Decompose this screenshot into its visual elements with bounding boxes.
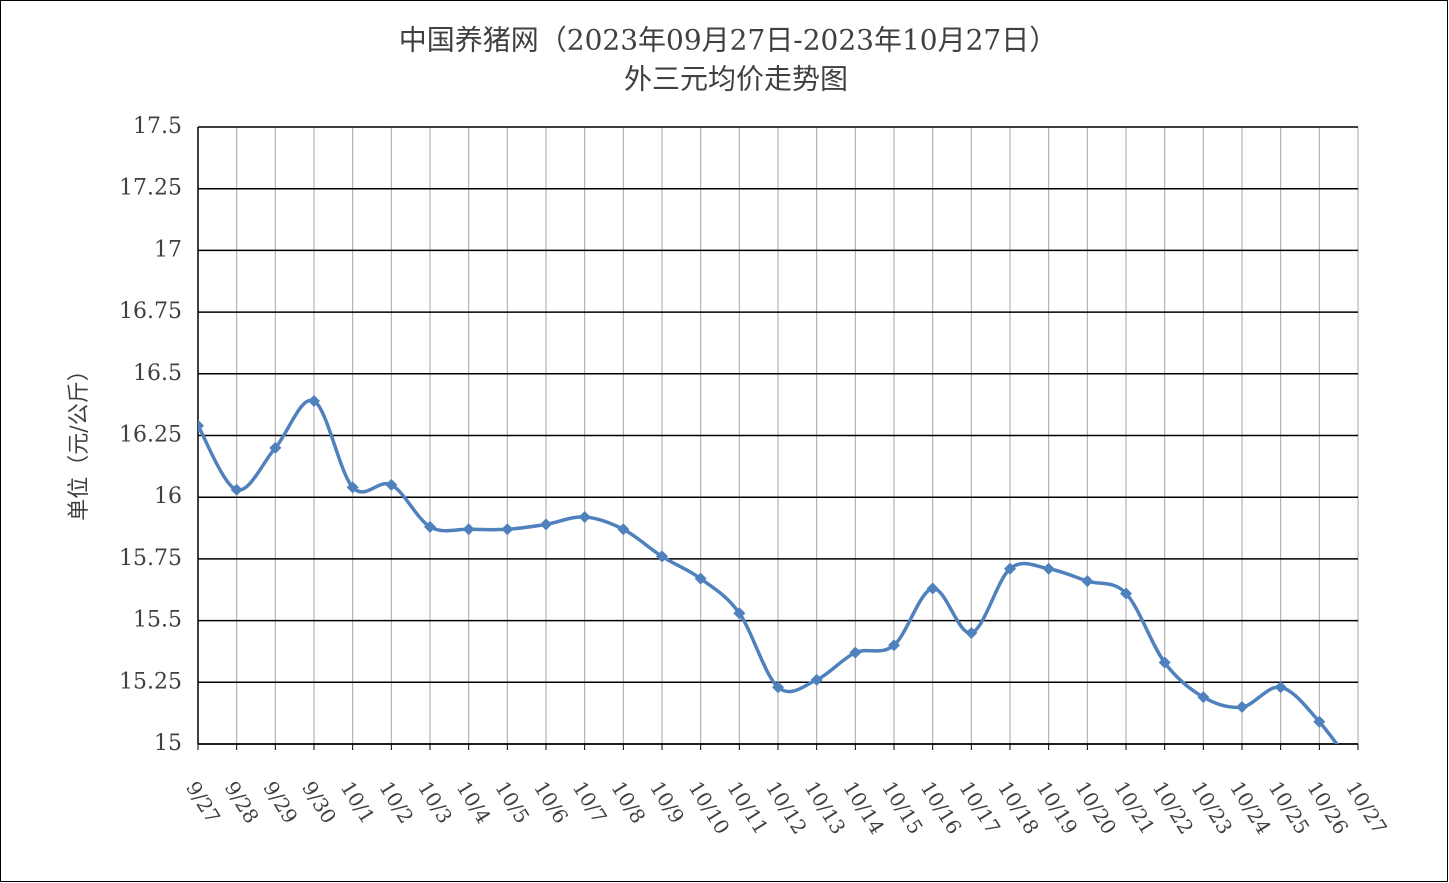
marks: [198, 394, 1339, 744]
chart-subtitle: 外三元均价走势图: [624, 63, 848, 96]
point-marker: [772, 681, 784, 694]
point-marker: [810, 673, 823, 686]
y-axis-label: 单位（元/公斤）: [67, 359, 92, 520]
point-marker: [1004, 562, 1016, 575]
point-marker: [501, 523, 514, 536]
point-marker: [926, 582, 939, 595]
point-marker: [230, 483, 243, 496]
point-marker: [694, 572, 707, 585]
point-marker: [1236, 700, 1248, 713]
y-tick-label: 16.75: [119, 299, 182, 324]
point-marker: [888, 639, 900, 652]
point-marker: [308, 394, 320, 407]
point-marker: [617, 523, 630, 536]
y-tick-label: 15: [154, 731, 182, 756]
point-marker: [424, 520, 436, 533]
point-marker: [198, 419, 204, 432]
point-marker: [1197, 691, 1210, 704]
y-tick-label: 17: [154, 237, 182, 262]
point-marker: [1042, 562, 1055, 575]
point-marker: [540, 518, 552, 531]
y-tick-label: 17.25: [119, 176, 182, 201]
point-marker: [385, 478, 398, 491]
y-tick-label: 16: [154, 484, 182, 509]
chart-title: 中国养猪网（2023年09月27日-2023年10月27日）: [399, 24, 1058, 57]
y-tick-label: 16.5: [133, 361, 182, 386]
point-marker: [462, 523, 475, 536]
point-marker: [346, 481, 359, 494]
point-marker: [656, 550, 668, 563]
point-marker: [269, 441, 282, 454]
point-marker: [965, 626, 978, 639]
y-tick-label: 17.5: [133, 114, 182, 139]
y-tick-label: 15.5: [133, 608, 182, 633]
point-marker: [578, 510, 591, 523]
point-marker: [1158, 656, 1171, 669]
grid: [197, 126, 1359, 750]
point-marker: [1313, 715, 1326, 728]
y-tick-label: 15.25: [119, 669, 182, 694]
point-marker: [1081, 575, 1094, 588]
point-marker: [733, 607, 746, 620]
point-marker: [1120, 587, 1132, 600]
y-tick-label: 16.25: [119, 423, 182, 448]
point-marker: [849, 646, 862, 659]
point-marker: [1274, 681, 1287, 694]
y-tick-label: 15.75: [119, 546, 182, 571]
